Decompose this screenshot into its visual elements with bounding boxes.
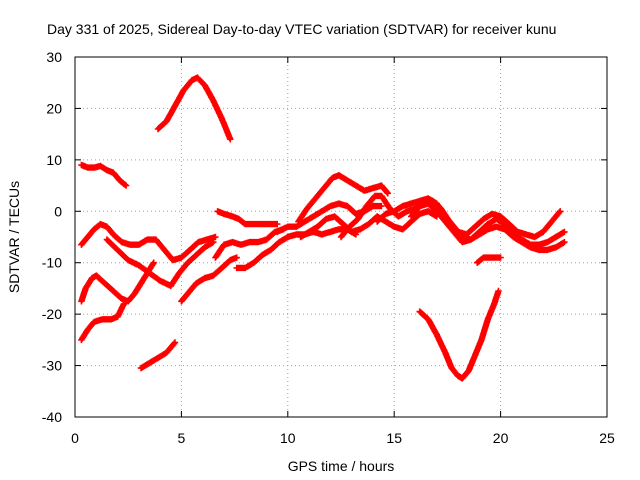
data-markers (78, 300, 128, 344)
data-markers (178, 254, 240, 305)
series-track-2 (78, 161, 130, 189)
y-tick-label: -10 (42, 255, 62, 271)
plot-frame (74, 56, 608, 418)
x-tick-label: 20 (493, 430, 509, 446)
y-tick-label: -20 (42, 306, 62, 322)
series-track-8 (178, 254, 240, 305)
series-track-13 (295, 172, 391, 225)
data-markers (274, 200, 385, 236)
series-track-11 (233, 226, 360, 272)
axes: 0 5 10 15 20 25 -40 -30 -20 -10 0 10 20 30 (42, 49, 615, 446)
x-tick-label: 25 (599, 430, 615, 446)
chart-title: Day 331 of 2025, Sidereal Day-to-day VTE… (47, 21, 556, 37)
data-markers (78, 161, 130, 189)
series-track-6 (103, 236, 217, 290)
y-tick-label: 0 (54, 203, 62, 219)
x-axis-label: GPS time / hours (288, 458, 395, 474)
data-markers (295, 172, 391, 225)
series-track-18 (416, 287, 502, 382)
series-track-7 (137, 339, 179, 372)
data-markers (78, 220, 219, 264)
data-markers (416, 287, 502, 382)
data-markers (137, 339, 179, 372)
series-track-10 (214, 208, 281, 228)
data-markers (214, 208, 281, 228)
y-tick-label: 30 (46, 49, 62, 65)
data-markers (297, 208, 440, 241)
data-markers (233, 226, 360, 272)
data-points (78, 74, 568, 382)
x-tick-label: 15 (386, 430, 402, 446)
data-markers (408, 200, 568, 254)
series-track-17 (408, 200, 568, 254)
x-tick-label: 10 (280, 430, 296, 446)
x-tick-label: 0 (71, 430, 79, 446)
series-track-5 (78, 300, 128, 344)
series-track-3 (78, 220, 219, 264)
series-track-12 (274, 200, 385, 236)
series-track-14 (297, 208, 440, 241)
data-markers (474, 254, 504, 266)
series-track-19 (474, 254, 504, 266)
y-tick-label: -30 (42, 358, 62, 374)
y-tick-label: 10 (46, 152, 62, 168)
series-track-1 (154, 74, 234, 143)
y-tick-label: -40 (42, 409, 62, 425)
x-tick-label: 5 (178, 430, 186, 446)
y-tick-label: 20 (46, 100, 62, 116)
data-markers (103, 236, 217, 290)
y-axis-label: SDTVAR / TECUs (6, 181, 22, 293)
